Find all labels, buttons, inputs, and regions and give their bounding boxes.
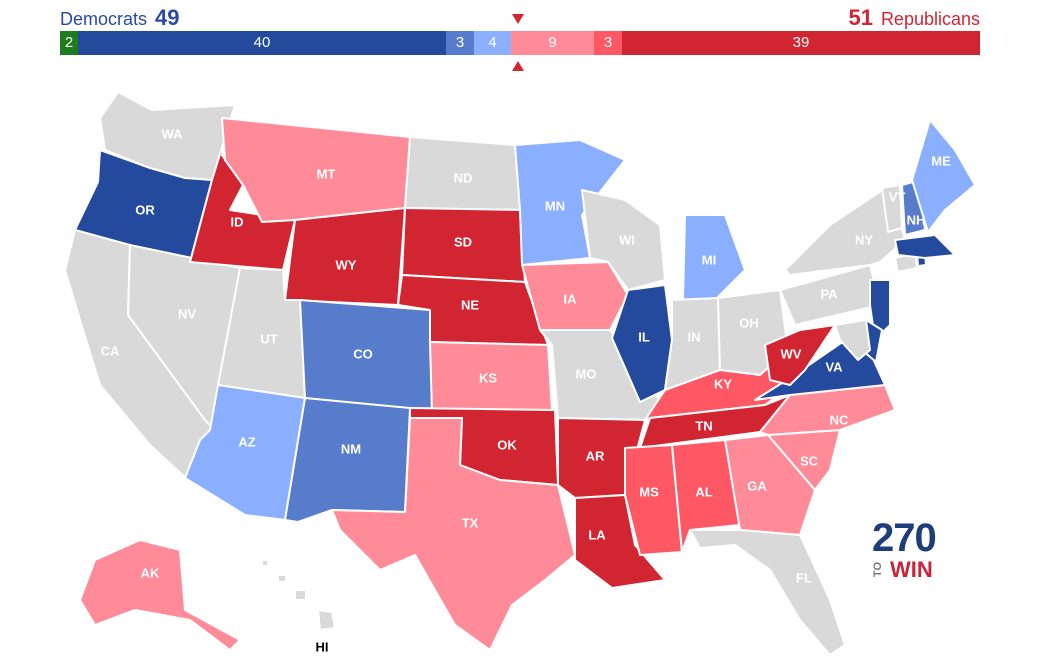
state-al[interactable] <box>671 439 741 553</box>
state-label-il: IL <box>638 329 650 344</box>
majority-marker-bottom-icon <box>512 61 524 71</box>
bar-segment-rep-likely: 3 <box>594 31 622 55</box>
state-label-id: ID <box>231 214 244 229</box>
bar-segment-dem-leans: 4 <box>474 31 511 55</box>
state-label-oh: OH <box>739 315 759 330</box>
state-label-sc: SC <box>800 453 819 468</box>
state-label-mi: MI <box>702 252 716 267</box>
state-label-ia: IA <box>564 291 578 306</box>
state-ms[interactable] <box>624 444 683 556</box>
state-label-wv: WV <box>781 346 802 361</box>
state-md[interactable] <box>834 319 871 361</box>
state-mi[interactable] <box>682 214 746 301</box>
state-label-ne: NE <box>461 297 479 312</box>
state-label-in: IN <box>688 329 701 344</box>
state-fl[interactable] <box>689 529 846 656</box>
state-ga[interactable] <box>724 434 816 536</box>
state-wv[interactable] <box>764 324 836 386</box>
bar-segment-dem-likely: 3 <box>446 31 474 55</box>
state-label-mo: MO <box>576 366 597 381</box>
state-label-ak: AK <box>141 565 160 580</box>
state-label-nm: NM <box>341 441 361 456</box>
state-label-ky: KY <box>714 376 732 391</box>
state-label-ga: GA <box>747 478 767 493</box>
state-label-co: CO <box>353 346 373 361</box>
state-label-fl: FL <box>796 570 812 585</box>
state-label-tn: TN <box>695 418 712 433</box>
state-label-vt: VT <box>889 189 906 204</box>
seat-bar: 2 40 3 4 9 3 39 <box>60 31 980 55</box>
state-label-pa: PA <box>820 286 838 301</box>
header: Democrats 49 51 Republicans <box>60 6 980 30</box>
democrats-total: Democrats 49 <box>60 6 180 31</box>
state-label-va: VA <box>825 359 843 374</box>
democrats-label: Democrats <box>60 9 148 29</box>
state-me[interactable] <box>911 119 976 233</box>
state-label-wa: WA <box>162 126 184 141</box>
logo-to: TO <box>872 562 884 578</box>
state-label-hi: HI <box>316 639 329 654</box>
bar-segment-other-safe: 2 <box>60 31 78 55</box>
state-label-mt: MT <box>317 166 336 181</box>
republicans-label: Republicans <box>880 9 980 29</box>
state-label-wi: WI <box>619 232 635 247</box>
state-label-mn: MN <box>545 198 565 213</box>
state-ny[interactable] <box>784 184 906 276</box>
state-label-sd: SD <box>454 234 472 249</box>
state-label-nc: NC <box>830 412 849 427</box>
republicans-total: 51 Republicans <box>848 6 980 31</box>
state-label-nv: NV <box>178 306 196 321</box>
logo-win: WIN <box>890 557 933 582</box>
state-label-ut: UT <box>260 331 277 346</box>
state-tx[interactable] <box>331 417 576 651</box>
state-label-nh: NH <box>907 212 926 227</box>
state-ak[interactable] <box>79 539 241 651</box>
state-label-me: ME <box>931 153 951 168</box>
state-label-al: AL <box>695 484 712 499</box>
state-label-la: LA <box>588 527 606 542</box>
state-nm[interactable] <box>284 397 411 523</box>
state-label-az: AZ <box>238 434 255 449</box>
majority-marker-top-icon <box>512 14 524 24</box>
logo-number: 270 <box>872 516 937 560</box>
state-label-nd: ND <box>454 170 473 185</box>
state-mn[interactable] <box>514 139 626 266</box>
state-label-ar: AR <box>586 448 605 463</box>
270towin-logo: 270 TO WIN <box>872 518 944 582</box>
state-label-ny: NY <box>855 232 873 247</box>
state-vt[interactable] <box>881 184 903 233</box>
democrats-count: 49 <box>155 5 180 30</box>
state-ia[interactable] <box>521 261 629 331</box>
state-hi[interactable] <box>261 559 336 631</box>
state-wi[interactable] <box>581 189 666 291</box>
state-label-ms: MS <box>639 484 659 499</box>
bar-segment-rep-safe: 39 <box>622 31 980 55</box>
state-label-or: OR <box>135 202 155 217</box>
state-label-ks: KS <box>479 370 497 385</box>
republicans-count: 51 <box>848 5 873 30</box>
bar-segment-rep-leans: 9 <box>511 31 594 55</box>
state-ma[interactable] <box>894 234 956 259</box>
state-label-tx: TX <box>462 515 479 530</box>
state-label-wy: WY <box>336 257 357 272</box>
state-label-ok: OK <box>497 437 517 452</box>
bar-segment-dem-safe: 40 <box>78 31 446 55</box>
state-label-ca: CA <box>101 343 120 358</box>
